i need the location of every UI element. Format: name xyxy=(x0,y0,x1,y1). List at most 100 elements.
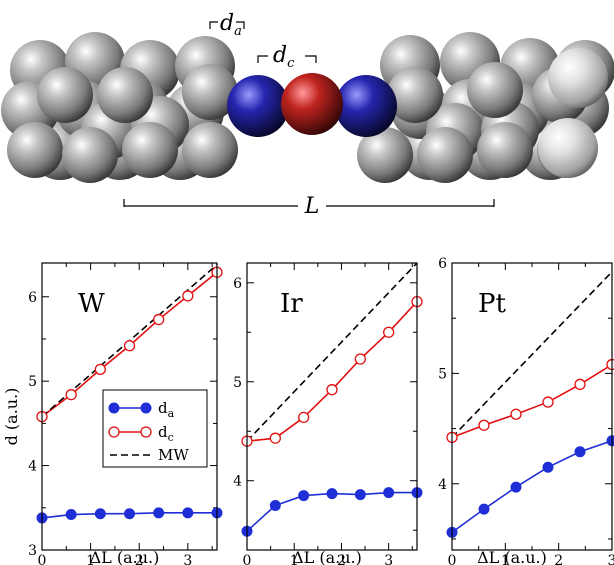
point-da xyxy=(383,487,395,499)
x-axis-label: ΔL (a.u.) xyxy=(477,548,547,565)
point-dc xyxy=(542,396,554,408)
metal-atom-front xyxy=(387,67,443,123)
metal-atom-light xyxy=(548,48,608,108)
plot-area xyxy=(452,271,612,533)
point-da xyxy=(478,503,490,515)
point-da xyxy=(354,489,366,501)
metal-atom-front xyxy=(182,122,238,178)
oxygen-atom xyxy=(281,73,343,135)
metal-atom-front xyxy=(122,122,178,178)
legend-marker-da xyxy=(108,402,120,414)
legend-label-dc: dc xyxy=(158,423,174,444)
da-bracket-right xyxy=(236,21,245,29)
da-label: da xyxy=(220,11,242,39)
x-tick-label: 1 xyxy=(290,553,299,565)
x-tick-label: 2 xyxy=(135,553,144,565)
series-line-dc xyxy=(452,363,612,439)
point-da xyxy=(542,461,554,473)
panel-frame xyxy=(451,262,613,551)
panel-ir: 0 1 2 3 4 5 6 Ir ΔL (a.u.) xyxy=(233,262,423,565)
point-dc xyxy=(606,358,614,371)
point-dc xyxy=(478,419,490,431)
point-dc xyxy=(123,340,136,352)
dc-bracket-right xyxy=(305,55,317,63)
point-dc xyxy=(269,432,281,444)
x-tick-label: 0 xyxy=(243,553,252,565)
point-dc xyxy=(574,378,586,391)
y-tick-label: 6 xyxy=(233,276,242,292)
point-dc xyxy=(65,389,77,401)
metal-atom-front xyxy=(7,122,63,178)
x-tick-label: 3 xyxy=(183,553,192,565)
y-tick-label: 4 xyxy=(233,474,242,490)
point-da xyxy=(269,499,281,511)
legend-label-mw: MW xyxy=(158,446,189,464)
nitrogen-atom-left xyxy=(227,75,289,137)
panel-pt: 0 1 2 3 4 5 6 Pt ΔL (a.u.) xyxy=(438,256,614,565)
y-tick-label: 5 xyxy=(28,374,37,390)
y-tick-label: 4 xyxy=(28,459,37,475)
y-axis-label: d (a.u.) xyxy=(2,388,21,446)
legend-label-da: da xyxy=(158,399,175,420)
metal-atom-front xyxy=(477,122,533,178)
chart-panels: 0 1 2 3 3 4 5 6 W ΔL (a.u.) d (a.u.) da dc MW 0 1 2 3 4 5 6 I… xyxy=(2,256,614,565)
L-label: L xyxy=(304,194,320,219)
dc-label: dc xyxy=(273,43,295,71)
panel-title: Ir xyxy=(280,289,303,319)
point-da xyxy=(182,507,194,519)
x-tick-label: 0 xyxy=(448,553,457,565)
panel-w: 0 1 2 3 3 4 5 6 W ΔL (a.u.) d (a.u.) da dc MW xyxy=(2,262,223,565)
legend-marker-dc xyxy=(108,426,120,438)
x-tick-label: 3 xyxy=(608,553,614,565)
da-bracket-left xyxy=(209,21,218,29)
point-da xyxy=(65,509,77,521)
series-line-mw xyxy=(452,271,612,438)
metal-atom-front xyxy=(62,127,118,183)
x-tick-label: 2 xyxy=(554,553,563,565)
metal-atom-front xyxy=(37,67,93,123)
metal-atom-light xyxy=(538,118,598,178)
series-line-da xyxy=(452,439,612,533)
x-tick-label: 3 xyxy=(384,553,393,565)
legend-marker-dc xyxy=(140,426,152,438)
x-tick-label: 1 xyxy=(86,553,95,565)
dc-bracket-left xyxy=(257,55,268,63)
point-dc xyxy=(298,411,310,424)
metal-atom-front xyxy=(467,62,523,118)
nitrogen-atom-right xyxy=(335,75,397,137)
y-tick-label: 6 xyxy=(438,256,447,272)
metal-atom-front xyxy=(357,127,413,183)
molecule-labels: da dc L xyxy=(123,11,495,219)
metal-atom-front xyxy=(97,67,153,123)
point-dc xyxy=(94,363,106,376)
point-dc xyxy=(153,313,165,326)
panel-frame xyxy=(41,262,218,551)
x-axis-label: ΔL (a.u.) xyxy=(90,548,160,565)
legend-marker-da xyxy=(140,402,152,414)
y-tick-label: 3 xyxy=(28,543,37,559)
point-dc xyxy=(354,353,366,365)
point-da xyxy=(510,481,522,493)
x-axis-label: ΔL (a.u.) xyxy=(292,548,362,565)
y-tick-label: 5 xyxy=(233,375,242,391)
point-dc xyxy=(383,326,395,338)
y-tick-label: 6 xyxy=(28,290,37,306)
y-tick-label: 4 xyxy=(438,477,447,493)
metal-atom-front xyxy=(417,127,473,183)
point-da xyxy=(153,507,165,519)
point-dc xyxy=(182,290,194,302)
point-da xyxy=(124,508,135,520)
x-tick-label: 2 xyxy=(337,553,346,565)
point-da xyxy=(326,488,338,500)
point-da xyxy=(574,446,586,458)
x-tick-label: 0 xyxy=(38,553,47,565)
point-da xyxy=(298,490,310,502)
metal-atom-front xyxy=(182,64,238,120)
point-dc xyxy=(510,408,522,420)
panel-title: Pt xyxy=(478,289,506,319)
molecule-illustration xyxy=(1,32,614,183)
legend: da dc MW xyxy=(102,389,208,468)
point-da xyxy=(606,435,614,447)
point-dc xyxy=(326,384,338,396)
